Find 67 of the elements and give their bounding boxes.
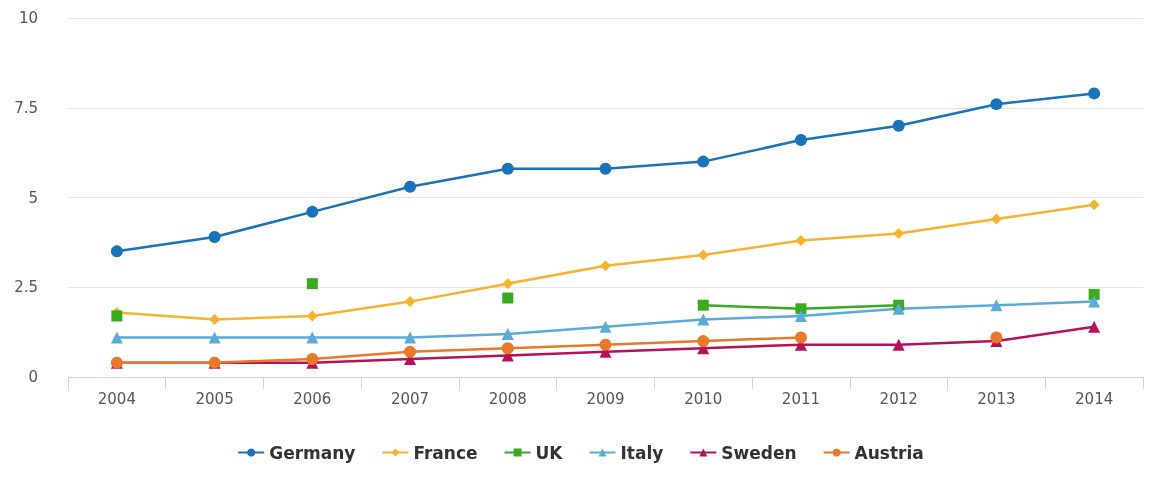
point	[501, 162, 514, 175]
point	[990, 98, 1003, 111]
point	[794, 309, 807, 322]
point	[1088, 288, 1100, 300]
x-tick-label: 2007	[390, 389, 430, 408]
y-tick-label: 2.5	[14, 278, 38, 297]
point	[111, 310, 123, 322]
point	[892, 302, 905, 315]
x-tick-label: 2009	[586, 389, 625, 408]
point	[990, 331, 1003, 344]
point	[110, 331, 123, 344]
point	[1088, 199, 1100, 211]
point	[990, 213, 1002, 225]
legend-label: UK	[535, 442, 564, 463]
legend-label: Italy	[620, 442, 664, 463]
point	[795, 303, 807, 315]
x-tick-label: 2010	[684, 389, 723, 408]
point	[697, 335, 710, 348]
x-tick-label: 2011	[781, 389, 821, 408]
point	[893, 227, 905, 239]
point	[306, 278, 318, 290]
point	[1088, 87, 1101, 100]
point	[697, 313, 710, 326]
point	[110, 245, 123, 258]
x-tick-label: 2005	[195, 389, 234, 408]
legend-label: France	[413, 442, 478, 463]
point	[697, 249, 709, 261]
point	[502, 278, 514, 290]
x-tick-label: 2004	[97, 389, 136, 408]
point	[404, 345, 417, 358]
point	[404, 331, 417, 344]
point	[599, 320, 612, 333]
x-tick-label: 2013	[977, 389, 1016, 408]
point	[404, 296, 416, 308]
point	[208, 230, 221, 243]
x-tick-label: 2012	[879, 389, 918, 408]
point	[404, 180, 417, 193]
x-tick-label: 2008	[488, 389, 527, 408]
x-tick-label: 2006	[293, 389, 332, 408]
y-tick-label: 0	[28, 368, 38, 386]
point	[697, 299, 709, 311]
legend-label: Sweden	[721, 442, 797, 463]
y-tick-label: 7.5	[14, 98, 38, 117]
point	[794, 134, 807, 147]
point	[501, 342, 514, 355]
legend-label: Germany	[269, 442, 356, 463]
point	[599, 338, 612, 351]
point	[502, 292, 514, 304]
point	[892, 338, 905, 351]
point	[697, 155, 710, 168]
y-tick-label: 10	[18, 9, 38, 27]
point	[892, 119, 905, 132]
x-tick-label: 2014	[1075, 389, 1114, 408]
point	[208, 331, 221, 344]
point	[600, 260, 611, 272]
point	[794, 331, 807, 344]
point	[1088, 295, 1101, 308]
point	[1088, 320, 1101, 333]
point	[306, 331, 319, 344]
legend-label: Austria	[854, 442, 924, 463]
point	[990, 299, 1003, 312]
point	[501, 327, 514, 340]
point	[306, 205, 319, 218]
point	[209, 314, 221, 326]
y-tick-label: 5	[28, 188, 38, 207]
point	[599, 162, 612, 175]
point	[795, 235, 807, 247]
